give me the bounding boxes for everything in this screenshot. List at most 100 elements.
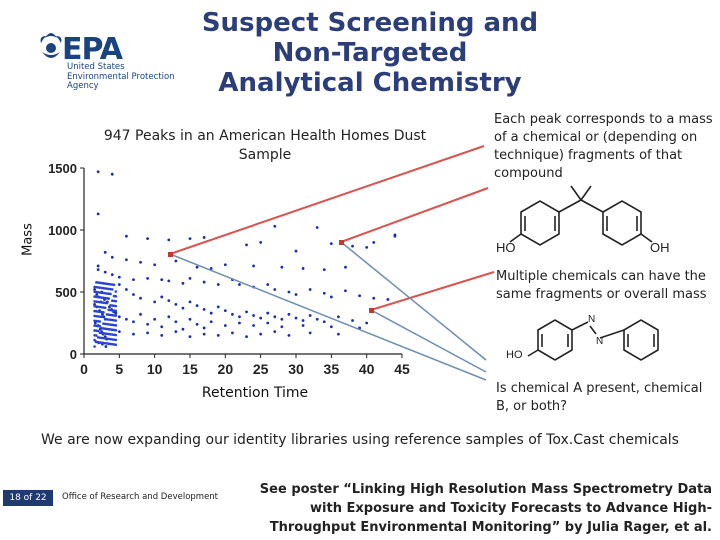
data-point (125, 258, 128, 262)
cluster-point (98, 320, 102, 323)
data-point (216, 283, 220, 286)
data-point (160, 334, 164, 337)
data-point (188, 300, 192, 304)
data-point (103, 250, 107, 254)
data-point (209, 311, 213, 315)
data-point (301, 319, 305, 322)
data-point (174, 259, 178, 263)
data-point (273, 315, 277, 319)
x-tick-label: 10 (147, 361, 163, 377)
data-point (146, 237, 150, 241)
cluster-point (114, 290, 118, 293)
chart-points (93, 170, 397, 348)
cluster-point (103, 306, 107, 310)
data-point (96, 170, 100, 174)
data-point (202, 307, 206, 311)
data-point (188, 276, 192, 280)
data-point (195, 304, 199, 308)
data-point (174, 330, 178, 334)
cluster-point (98, 325, 102, 328)
data-point (231, 312, 234, 316)
cluster-point (112, 283, 116, 287)
cluster-point (114, 338, 118, 342)
data-point (216, 334, 220, 337)
data-point (139, 260, 142, 264)
logo-wordmark: EPA (62, 32, 123, 67)
cluster-point (114, 314, 118, 317)
cluster-point (114, 299, 118, 303)
data-point (96, 264, 100, 268)
epa-flower-icon (40, 33, 62, 58)
data-point (132, 332, 135, 336)
cluster-point (93, 345, 96, 348)
data-point (280, 325, 284, 329)
data-point (252, 264, 256, 268)
structure-label-n-2: N (596, 336, 603, 347)
data-point (96, 212, 100, 216)
data-point (287, 312, 291, 316)
data-point (117, 283, 121, 286)
chart-axes (83, 168, 402, 355)
data-point (308, 288, 312, 291)
note-multiple-chemicals: Multiple chemicals can have the same fra… (496, 269, 707, 302)
data-point (125, 317, 128, 321)
data-point (110, 273, 114, 277)
data-point (308, 314, 312, 317)
data-point (238, 321, 241, 325)
data-point (100, 312, 104, 316)
cluster-point (110, 288, 114, 291)
data-point (223, 324, 227, 327)
data-point (294, 249, 298, 253)
data-point (117, 275, 121, 279)
cluster-point (114, 295, 118, 298)
cluster-point (95, 334, 98, 337)
data-point (146, 322, 150, 326)
data-point (245, 335, 248, 339)
data-point (174, 303, 178, 306)
data-point (117, 315, 121, 319)
data-point (301, 324, 305, 327)
page-number-badge: 18 of 22 (3, 490, 53, 506)
data-point (209, 267, 213, 270)
y-tick-label: 1000 (48, 223, 77, 238)
logo-agency-name: United States Environmental Protection A… (67, 62, 175, 91)
data-point (153, 263, 157, 267)
x-tick-label: 0 (80, 361, 88, 377)
data-point (259, 241, 263, 244)
structure-label-ho-1: HO (496, 240, 516, 255)
annotation-lines (168, 145, 495, 381)
x-tick-label: 15 (182, 361, 198, 377)
office-name: Office of Research and Development (62, 492, 219, 502)
data-point (238, 283, 241, 286)
data-point (110, 172, 114, 176)
x-tick-label: 20 (218, 361, 234, 377)
data-point (117, 330, 121, 334)
data-point (153, 300, 157, 304)
data-point (139, 312, 142, 316)
data-point (160, 278, 164, 281)
note-peak-mass: Each peak corresponds to a mass of a che… (494, 112, 713, 181)
data-point (315, 226, 319, 229)
data-point (202, 236, 206, 239)
data-point (315, 317, 319, 321)
data-point (386, 298, 390, 301)
x-tick-label: 5 (115, 361, 123, 377)
y-tick-label: 1500 (48, 161, 77, 176)
cluster-point (114, 304, 118, 308)
data-point (181, 306, 185, 310)
data-point (273, 288, 277, 291)
data-point (195, 322, 199, 326)
poster-reference: See poster “Linking High Resolution Mass… (259, 482, 712, 535)
y-tick-label: 0 (70, 347, 77, 362)
data-point (287, 334, 291, 337)
cluster-point (93, 338, 96, 342)
data-point (252, 314, 256, 317)
data-point (259, 332, 263, 336)
cluster-point (109, 292, 112, 296)
data-point (110, 255, 114, 259)
data-point (167, 238, 171, 242)
data-point (132, 278, 135, 281)
data-point (322, 268, 326, 272)
note-chemical-question: Is chemical A present, chemical B, or bo… (496, 381, 703, 414)
